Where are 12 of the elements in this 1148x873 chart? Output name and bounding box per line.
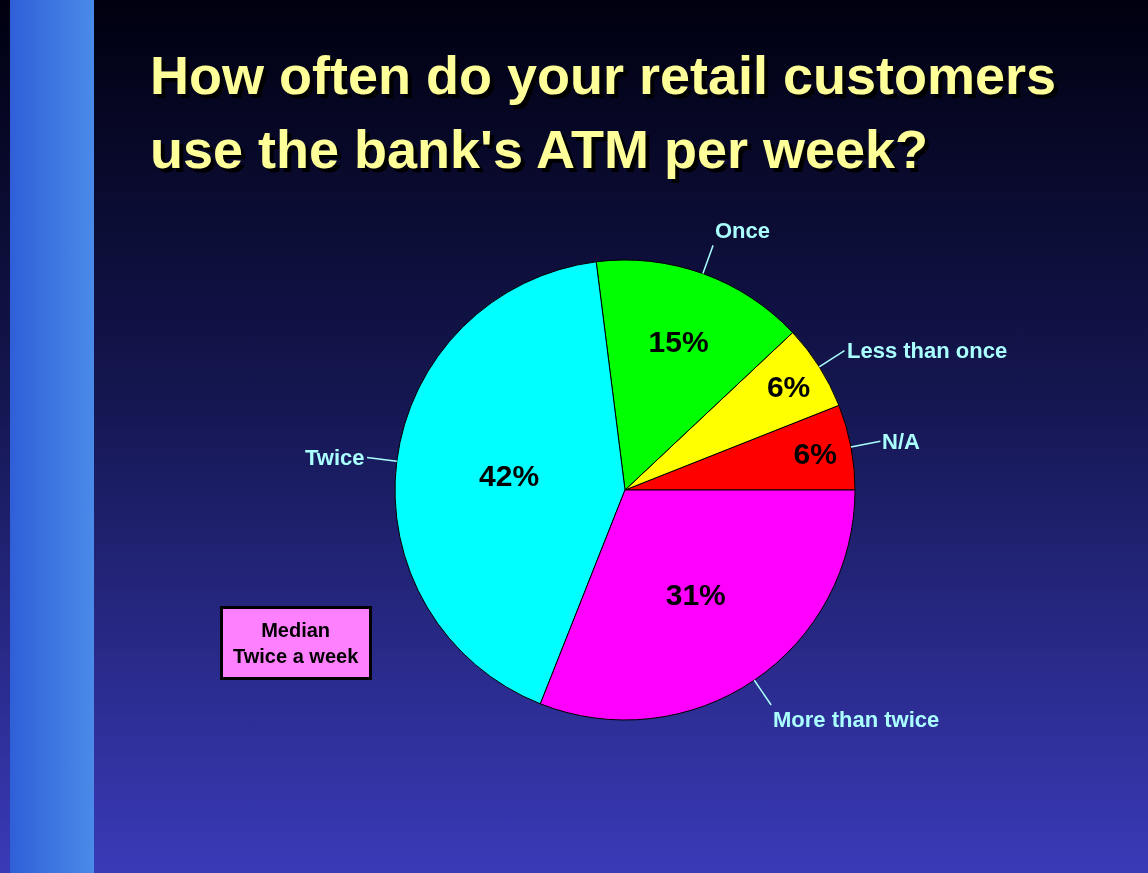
data-label: 6% <box>793 437 837 471</box>
chart-title: How often do your retail customers use the bank's ATM per week? <box>150 44 1058 181</box>
text: Median Twice a week <box>233 619 360 667</box>
data-label: 42% <box>479 458 540 492</box>
data-label: 31% <box>665 577 726 611</box>
slice-label: More than twice <box>773 707 940 732</box>
slice-label: Twice <box>305 445 365 470</box>
slice-label: N/A <box>882 429 920 454</box>
data-label: 6% <box>766 369 811 403</box>
slice-label: Once <box>715 218 771 243</box>
slice-label: Less than once <box>847 338 1008 363</box>
data-label: 15% <box>648 324 709 358</box>
